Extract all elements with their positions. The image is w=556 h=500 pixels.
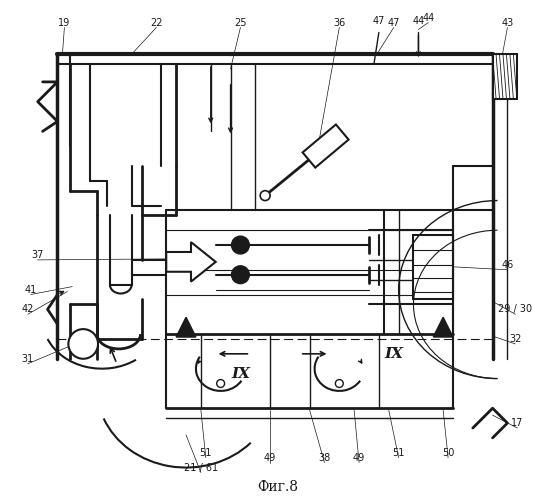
- Text: 46: 46: [502, 260, 514, 270]
- Polygon shape: [166, 242, 216, 282]
- Text: 25: 25: [234, 18, 247, 28]
- Polygon shape: [433, 317, 453, 337]
- Text: 42: 42: [22, 304, 34, 314]
- Text: IX: IX: [384, 347, 403, 361]
- Text: 50: 50: [442, 448, 454, 458]
- Circle shape: [231, 236, 249, 254]
- Text: 21 / 61: 21 / 61: [184, 462, 218, 472]
- Text: 51: 51: [393, 448, 405, 458]
- Text: 47: 47: [388, 18, 400, 28]
- Text: 17: 17: [511, 418, 524, 428]
- Text: 36: 36: [333, 18, 345, 28]
- Text: 47: 47: [373, 16, 385, 26]
- Text: 44: 44: [422, 12, 434, 22]
- Polygon shape: [302, 124, 349, 168]
- Bar: [493, 54, 517, 98]
- Text: 22: 22: [150, 18, 162, 28]
- Polygon shape: [176, 317, 196, 337]
- Bar: [414, 235, 453, 300]
- Circle shape: [231, 266, 249, 283]
- Text: 38: 38: [319, 452, 331, 462]
- Text: 32: 32: [509, 334, 522, 344]
- Text: 49: 49: [353, 452, 365, 462]
- Text: IX: IX: [231, 366, 250, 380]
- Circle shape: [68, 329, 98, 359]
- Circle shape: [217, 380, 225, 388]
- Text: 31: 31: [22, 354, 34, 364]
- Text: 43: 43: [502, 18, 514, 28]
- Circle shape: [335, 380, 343, 388]
- Text: 29 / 30: 29 / 30: [498, 304, 533, 314]
- Text: 44: 44: [413, 16, 425, 26]
- Text: 51: 51: [200, 448, 212, 458]
- Text: 37: 37: [32, 250, 44, 260]
- Text: 49: 49: [264, 452, 276, 462]
- Text: 41: 41: [24, 284, 37, 294]
- Text: 19: 19: [58, 18, 71, 28]
- Circle shape: [260, 190, 270, 200]
- Text: Фиг.8: Фиг.8: [257, 480, 299, 494]
